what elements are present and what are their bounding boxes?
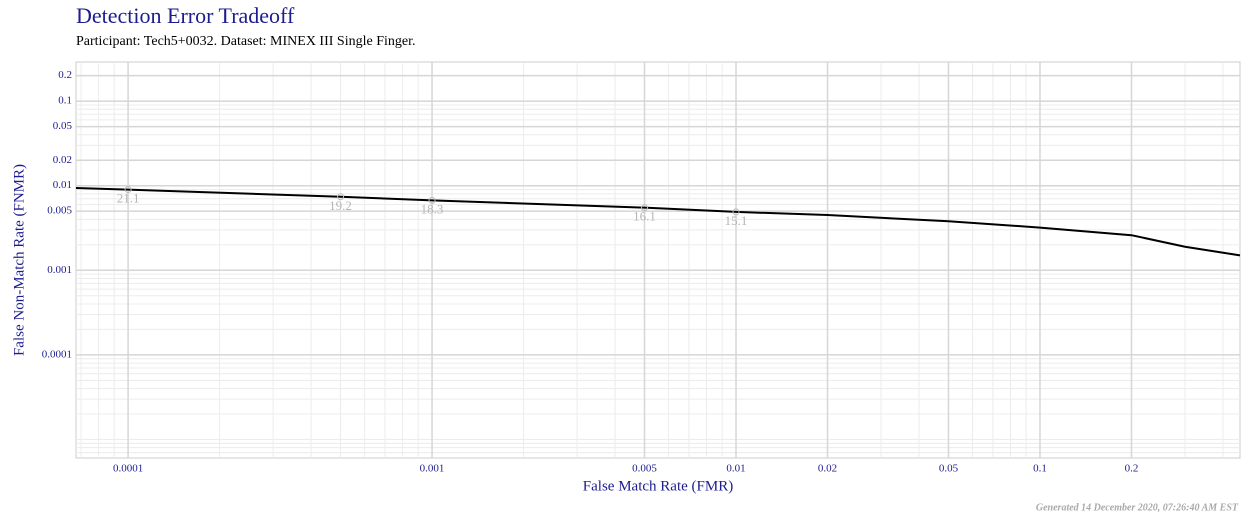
- threshold-marker: [124, 186, 132, 194]
- y-tick-label: 0.02: [53, 154, 72, 166]
- y-axis-label: False Non-Match Rate (FNMR): [11, 164, 27, 356]
- chart-title: Detection Error Tradeoff: [76, 3, 295, 28]
- y-tick-label: 0.0001: [42, 348, 72, 360]
- x-tick-label: 0.001: [420, 463, 445, 475]
- threshold-label: 19.2: [329, 198, 352, 213]
- plot-area: [75, 61, 1241, 459]
- threshold-label: 21.1: [117, 191, 140, 206]
- x-tick-label: 0.02: [818, 463, 837, 475]
- threshold-marker: [641, 204, 649, 212]
- footer: Generated 14 December 2020, 07:26:40 AM …: [1036, 502, 1239, 513]
- x-axis-label: False Match Rate (FMR): [583, 478, 733, 494]
- x-tick-label: 0.05: [939, 463, 959, 475]
- x-tick-label: 0.005: [632, 463, 657, 475]
- y-tick-label: 0.01: [53, 179, 72, 191]
- y-tick-label: 0.005: [47, 205, 72, 217]
- y-tick-label: 0.2: [58, 69, 72, 81]
- x-tick-label: 0.2: [1125, 463, 1139, 475]
- threshold-marker: [428, 196, 436, 204]
- x-tick-label: 0.0001: [113, 463, 143, 475]
- threshold-label: 18.3: [421, 201, 444, 216]
- threshold-label: 16.1: [633, 209, 656, 224]
- chart-subtitle: Participant: Tech5+0032. Dataset: MINEX …: [76, 34, 415, 49]
- det-curve: [75, 186, 1241, 257]
- threshold-marker: [337, 193, 345, 201]
- y-tick-label: 0.001: [47, 264, 72, 276]
- y-tick-label: 0.1: [58, 95, 72, 107]
- x-tick-label: 0.1: [1033, 463, 1047, 475]
- y-tick-label: 0.05: [53, 120, 73, 132]
- x-tick-label: 0.01: [726, 463, 745, 475]
- threshold-marker: [732, 208, 740, 216]
- threshold-label: 15.1: [725, 213, 748, 228]
